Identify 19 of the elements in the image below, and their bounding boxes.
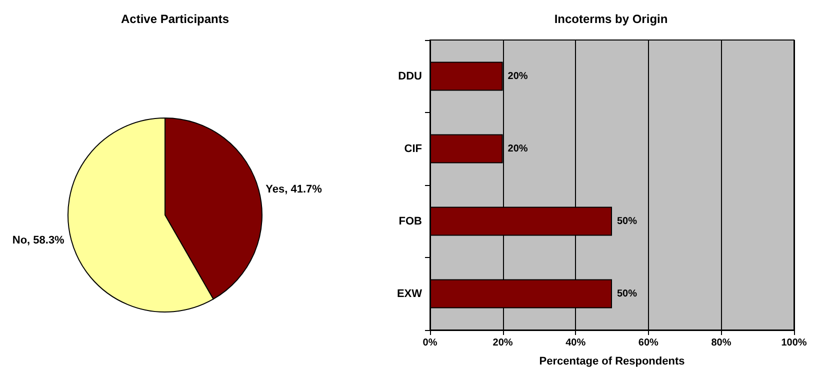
y-tick-label: EXW xyxy=(396,288,423,300)
x-tick-label: 40% xyxy=(566,338,586,348)
y-tick-label: CIF xyxy=(404,142,422,155)
x-tick-label: 100% xyxy=(781,338,807,348)
chart-title: Active Participants xyxy=(120,12,230,26)
chart-title: Incoterms by Origin xyxy=(554,12,668,26)
x-tick-label: 80% xyxy=(711,338,732,348)
x-axis-title: Percentage of Respondents xyxy=(539,356,685,368)
x-tick-label: 20% xyxy=(492,338,513,348)
x-tick-label: 0% xyxy=(422,338,438,348)
data-label: 20% xyxy=(508,143,528,154)
data-label: 50% xyxy=(617,216,638,227)
y-tick-label: FOB xyxy=(398,215,422,228)
data-label: 20% xyxy=(508,70,528,82)
data-label: 50% xyxy=(617,288,638,300)
x-tick-label: 60% xyxy=(638,338,659,348)
slice-label: No, 58.3% xyxy=(12,234,65,247)
slice-label: Yes, 41.7% xyxy=(266,183,322,196)
y-tick-label: DDU xyxy=(398,70,422,82)
